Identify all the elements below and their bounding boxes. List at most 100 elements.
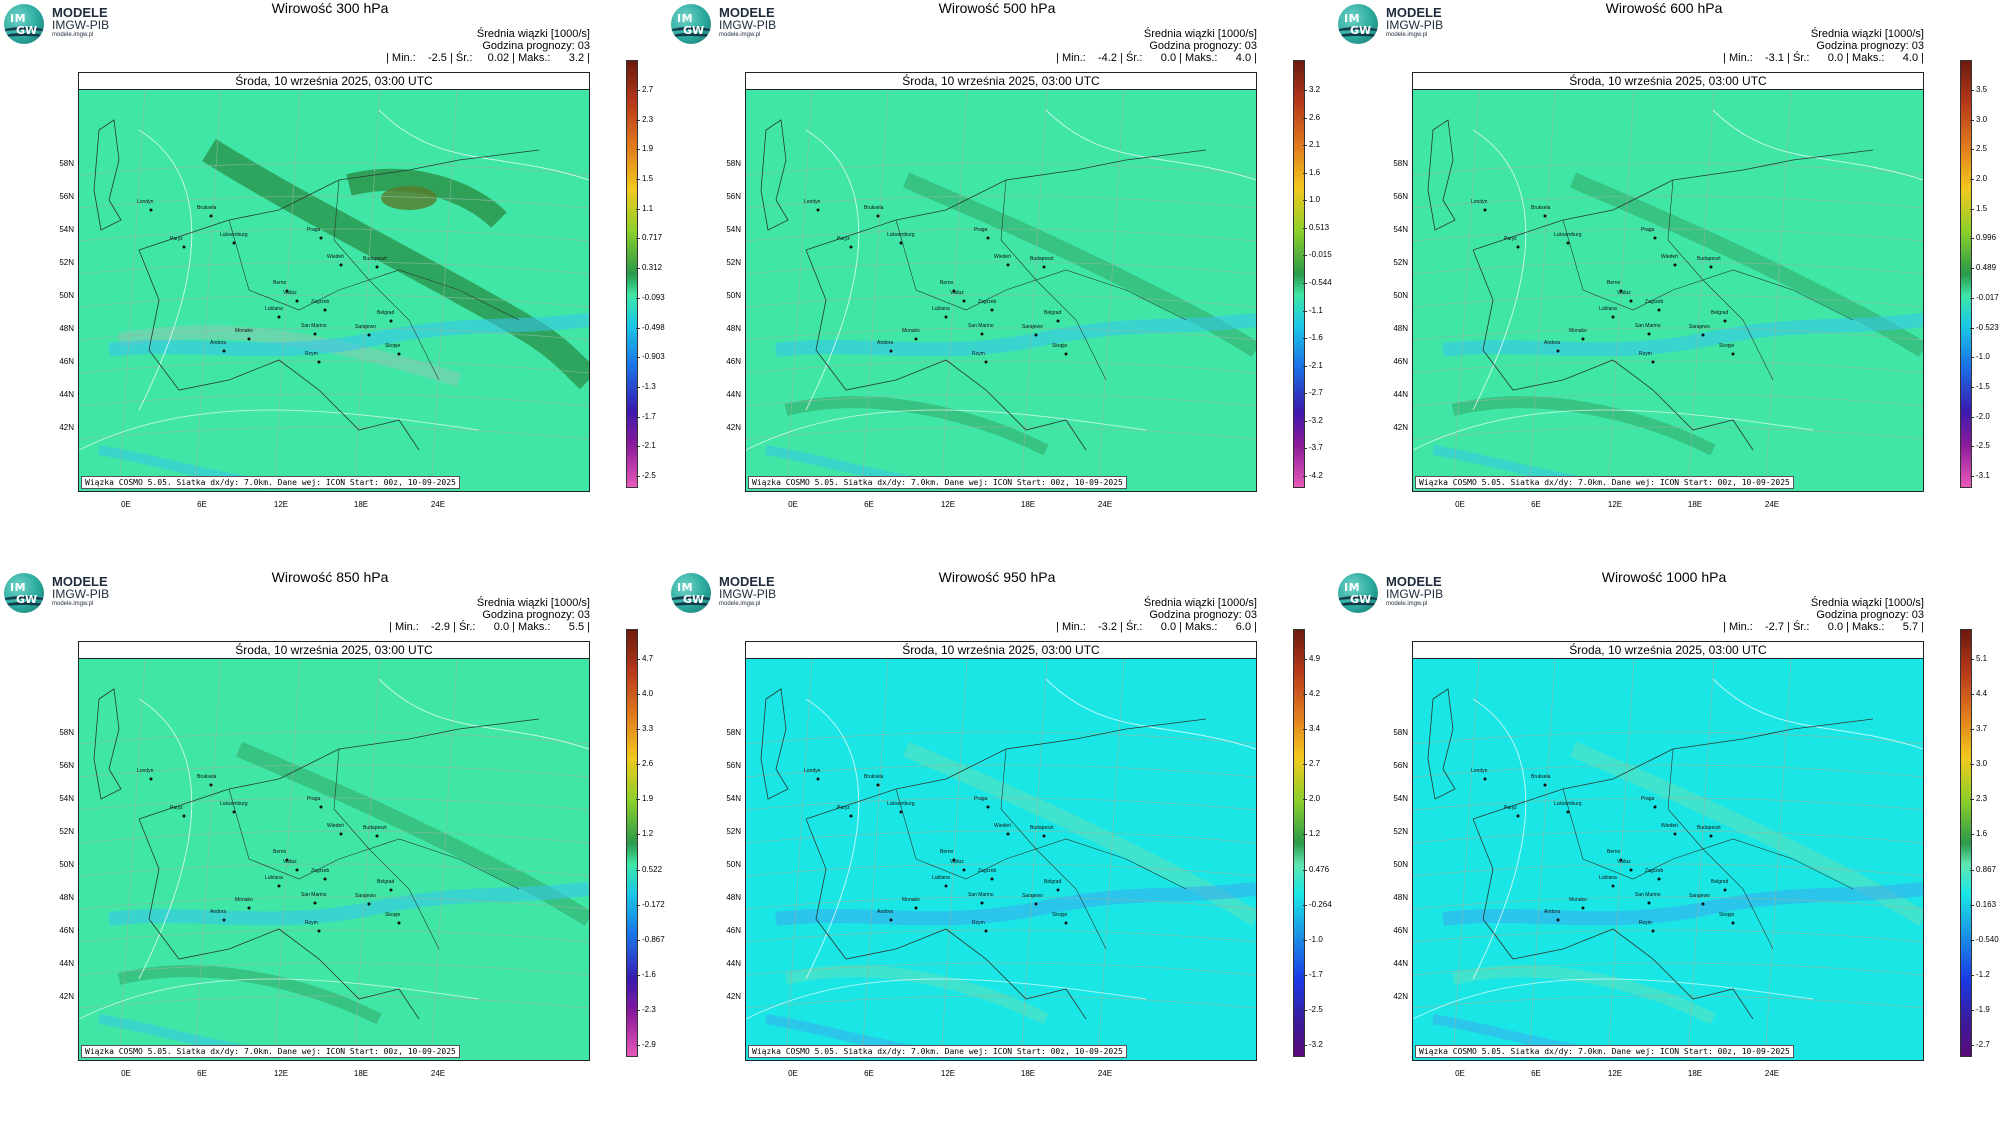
colorbar-label: 0.513 — [1309, 222, 1330, 232]
vorticity-field-svg — [79, 659, 589, 1060]
graticule-latitude — [79, 195, 589, 209]
vorticity-field: Londyn Bruksela Paryż Luksemburg Praga Wiedeń… — [1413, 90, 1923, 491]
latitude-label: 54N — [59, 794, 74, 803]
colorbar-label: 1.0 — [1309, 195, 1321, 205]
colorbar-tick — [1303, 694, 1307, 696]
city-marker — [247, 906, 251, 910]
graticule-latitude — [746, 327, 1256, 341]
colorbar-tick — [636, 1009, 640, 1011]
vorticity-field-svg — [79, 90, 589, 491]
colorbar-label: -1.3 — [642, 381, 656, 391]
country-border — [333, 179, 440, 381]
city-marker — [313, 901, 317, 905]
latitude-label: 56N — [1393, 192, 1408, 201]
city-marker — [317, 929, 321, 933]
colorbar-label: -1.6 — [1309, 333, 1323, 343]
latitude-label: 58N — [726, 159, 741, 168]
city-marker — [319, 805, 323, 809]
longitude-label: 18E — [1020, 1069, 1036, 1078]
city-label: Skopje — [1052, 343, 1068, 349]
city-marker — [1581, 906, 1585, 910]
graticule-longitude — [861, 659, 889, 1060]
positive-vorticity-band — [1451, 965, 1716, 1025]
isohypse-contour — [746, 978, 1147, 1020]
graticule-latitude — [1413, 228, 1923, 242]
longitude-label: 0E — [788, 500, 798, 509]
field-background — [746, 90, 1256, 491]
city-label: Paryż — [1504, 236, 1517, 242]
vorticity-map: Środa, 10 września 2025, 03:00 UTC Londyn… — [1412, 72, 1924, 492]
coastline-north — [138, 149, 540, 251]
model-info-footer: Wiązka COSMO 5.05. Siatka dx/dy: 7.0km. … — [81, 476, 460, 489]
negative-vorticity-band — [775, 313, 1256, 357]
graticule-latitude — [746, 393, 1256, 407]
logo-site-url: modele.imgw.pl — [52, 32, 94, 38]
logo-emblem: IM GW — [1338, 573, 1378, 613]
city-label: Budapeszt — [1030, 825, 1054, 831]
city-marker — [876, 783, 880, 787]
colorbar-label: -0.498 — [642, 322, 665, 332]
colorbar-label: -2.3 — [642, 1004, 656, 1014]
graticule-latitude — [79, 863, 589, 877]
city-marker — [232, 810, 236, 814]
logo-emblem-text: IM — [1344, 12, 1361, 25]
longitude-label: 0E — [121, 500, 131, 509]
colorbar-label: 0.867 — [1976, 864, 1997, 874]
city-label: Paryż — [1504, 805, 1517, 811]
colorbar-tick — [1303, 476, 1307, 477]
longitude-label: 6E — [197, 1069, 207, 1078]
graticule-latitude — [1413, 162, 1923, 176]
city-marker — [367, 902, 371, 906]
field-background — [1413, 90, 1923, 491]
colorbar-label: -2.7 — [1309, 388, 1323, 398]
latitude-label: 52N — [726, 827, 741, 836]
city-label: Londyn — [1471, 768, 1488, 774]
city-label: Zagrzeb — [978, 299, 997, 305]
vorticity-map: Środa, 10 września 2025, 03:00 UTC Londyn… — [78, 641, 590, 1061]
latitude-label: 52N — [1393, 258, 1408, 267]
city-marker — [1543, 214, 1547, 218]
city-label: San Marino — [968, 323, 994, 329]
city-label: Belgrad — [1044, 879, 1062, 885]
longitude-label: 18E — [353, 500, 369, 509]
city-label: Skopje — [385, 343, 401, 349]
city-marker — [1611, 315, 1615, 319]
city-label: Praga — [307, 227, 321, 233]
vorticity-maximum — [381, 186, 437, 210]
colorbar-label: -4.2 — [1309, 471, 1323, 480]
forecast-panel: IM GW MODELE IMGW-PIB modele.imgw.pl Wirowość… — [0, 569, 666, 1137]
city-marker — [984, 360, 988, 364]
latitude-label: 48N — [1393, 893, 1408, 902]
graticule-latitude — [746, 995, 1256, 1009]
city-marker — [1034, 333, 1038, 337]
field-background — [79, 659, 589, 1060]
latitude-label: 54N — [1393, 794, 1408, 803]
panel-title: Wirowość 950 hPa — [938, 569, 1056, 585]
map-date-header: Środa, 10 września 2025, 03:00 UTC — [79, 73, 589, 90]
city-marker — [247, 337, 251, 341]
colorbar-label: 4.4 — [1976, 689, 1988, 699]
panel-stats: Średnia wiązki [1000/s] Godzina prognozy:… — [1723, 597, 1924, 633]
city-marker — [1701, 333, 1705, 337]
field-background — [1413, 659, 1923, 1060]
city-marker — [990, 308, 994, 312]
graticule-latitude — [79, 896, 589, 910]
stats-min-mean-max: | Min.: -2.9 | Śr.: 0.0 | Maks.: 5.5 | — [389, 621, 590, 633]
colorbar-tick — [636, 694, 640, 696]
graticule-latitude — [79, 995, 589, 1009]
graticule-latitude — [79, 929, 589, 943]
city-marker — [295, 299, 299, 303]
vorticity-map: Środa, 10 września 2025, 03:00 UTC Londyn… — [78, 72, 590, 492]
country-border — [895, 788, 1187, 890]
longitude-label: 24E — [1764, 1069, 1780, 1078]
graticule-longitude — [353, 90, 381, 491]
graticule-latitude — [79, 426, 589, 440]
colorbar-tick — [1303, 1045, 1307, 1046]
colorbar-tick — [636, 799, 640, 801]
city-label: Monako — [1569, 328, 1587, 334]
graticule-latitude — [79, 797, 589, 811]
city-marker — [1723, 888, 1727, 892]
vorticity-field-svg — [746, 90, 1256, 491]
model-info-footer: Wiązka COSMO 5.05. Siatka dx/dy: 7.0km. … — [1415, 1045, 1794, 1058]
colorbar-tick — [1970, 297, 1974, 299]
